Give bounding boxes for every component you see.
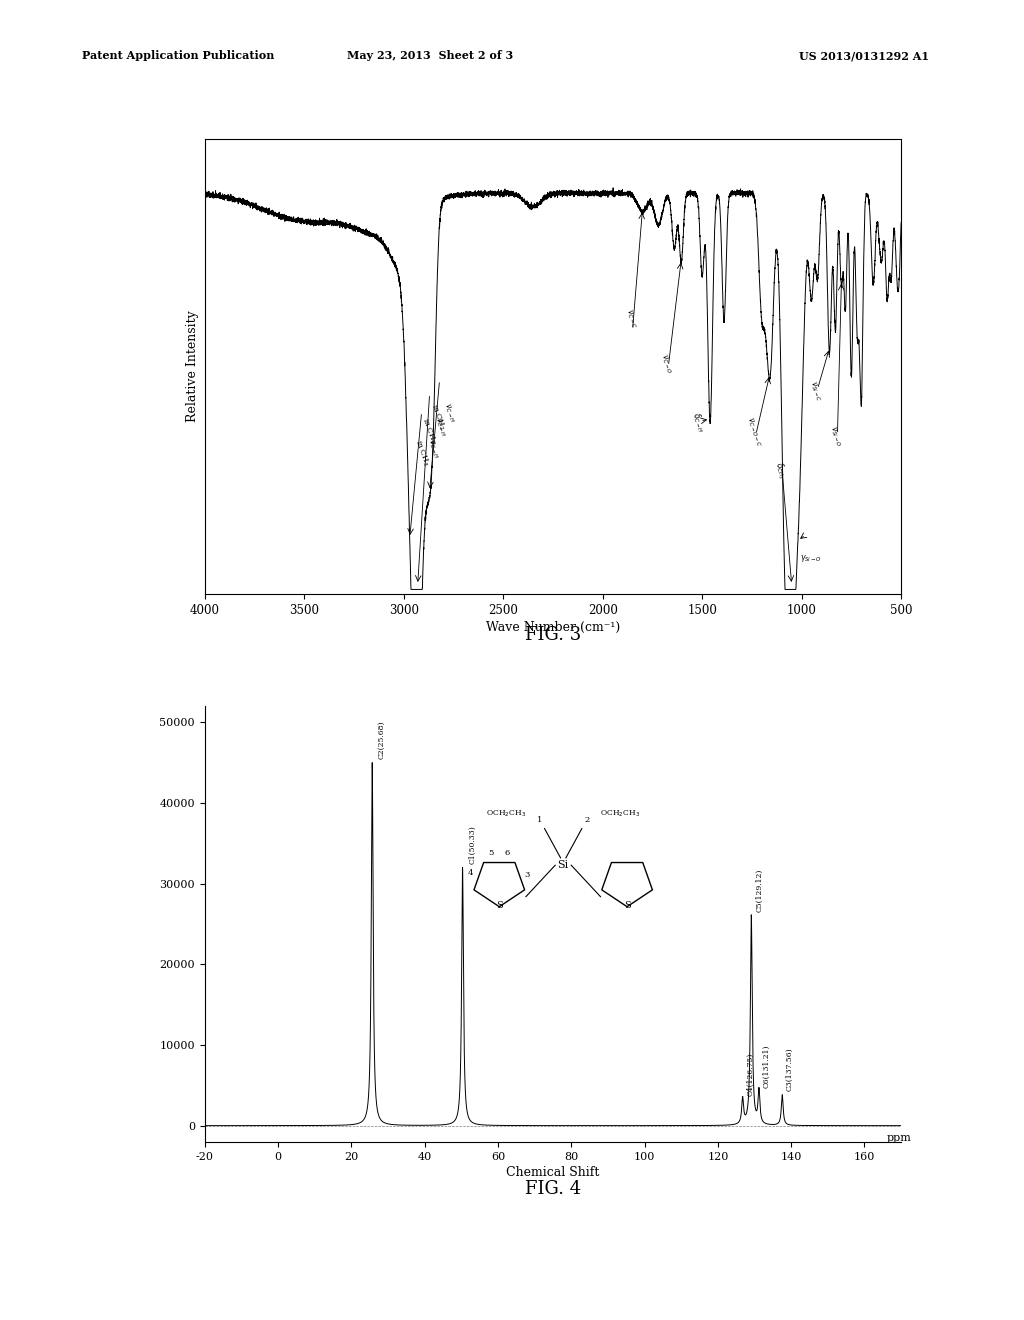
Text: $\nu_{Si-O}$: $\nu_{Si-O}$ [826,424,844,449]
Text: C3(137.56): C3(137.56) [785,1047,794,1090]
X-axis label: Chemical Shift: Chemical Shift [506,1166,600,1179]
Text: C1(50.33): C1(50.33) [468,825,476,863]
X-axis label: Wave Number (cm⁻¹): Wave Number (cm⁻¹) [485,620,621,634]
Text: 4: 4 [467,869,473,876]
Text: US 2013/0131292 A1: US 2013/0131292 A1 [799,50,929,61]
Text: 2: 2 [585,816,590,824]
Text: $\gamma_{Si-O}$: $\gamma_{Si-O}$ [800,553,821,564]
Text: May 23, 2013  Sheet 2 of 3: May 23, 2013 Sheet 2 of 3 [347,50,513,61]
Text: FIG. 3: FIG. 3 [525,626,581,644]
Text: FIG. 4: FIG. 4 [525,1180,581,1199]
Text: $\nu_{C-O}$: $\nu_{C-O}$ [657,352,675,375]
Text: $\nu_{C-H}$
in CH$_3$: $\nu_{C-H}$ in CH$_3$ [413,434,442,469]
Y-axis label: Relative Intensity: Relative Intensity [186,310,200,422]
Text: $\delta_{C-H}$: $\delta_{C-H}$ [689,411,708,434]
Text: C2(25.68): C2(25.68) [378,721,386,759]
Text: $\nu_{C-H}$
in CH$_3$: $\nu_{C-H}$ in CH$_3$ [420,412,450,445]
Text: Patent Application Publication: Patent Application Publication [82,50,274,61]
Text: OCH$_2$CH$_3$: OCH$_2$CH$_3$ [485,808,526,818]
Text: $\nu_{Si-C}$: $\nu_{Si-C}$ [807,379,824,403]
Text: Si: Si [558,861,568,870]
Text: $\nu_{C-H}$
in CH$_2$: $\nu_{C-H}$ in CH$_2$ [428,399,459,432]
Text: C5(129.12): C5(129.12) [755,869,763,912]
Text: C4(126.75): C4(126.75) [746,1052,755,1096]
Text: S: S [624,902,631,909]
Text: 6: 6 [505,850,510,858]
Text: OCH$_2$CH$_3$: OCH$_2$CH$_3$ [600,808,641,818]
Text: $\delta_{CH_2}$: $\delta_{CH_2}$ [771,461,788,480]
Text: $\nu_{C=C}$: $\nu_{C=C}$ [624,308,640,330]
Text: ppm: ppm [887,1133,911,1143]
Text: S: S [496,902,503,909]
Text: 3: 3 [524,871,530,879]
Text: 1: 1 [537,816,542,824]
Text: 5: 5 [488,850,494,858]
Text: $\nu_{C-O-C}$: $\nu_{C-O-C}$ [743,416,764,449]
Text: C6(131.21): C6(131.21) [763,1044,771,1088]
